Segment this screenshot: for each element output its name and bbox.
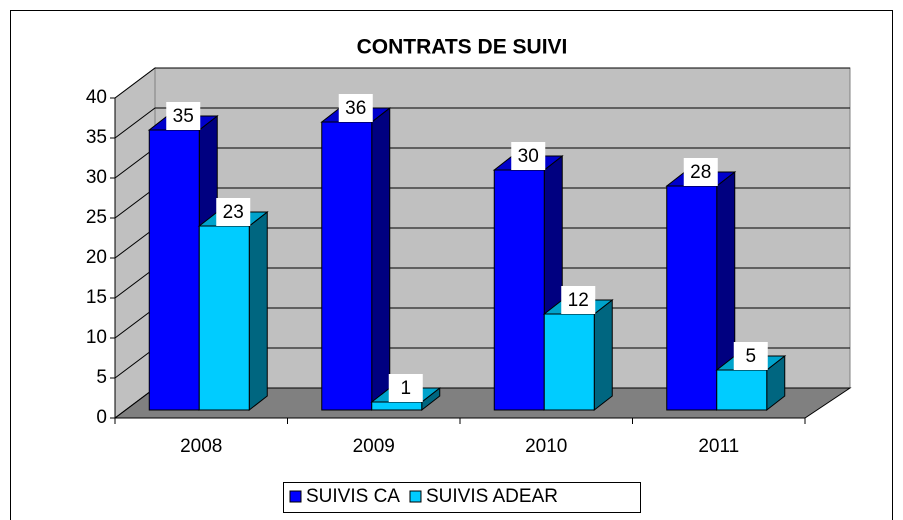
y-tick-label: 20: [86, 247, 107, 268]
data-label-box: [166, 102, 201, 130]
data-label-box: [216, 198, 251, 226]
legend-swatch: [409, 490, 422, 503]
legend-label: SUIVIS CA: [306, 486, 400, 507]
data-label: 12: [568, 290, 589, 311]
y-tick-label: 30: [86, 167, 107, 188]
data-label: 30: [518, 146, 539, 167]
data-label: 1: [400, 378, 411, 399]
y-tick-label: 25: [86, 207, 107, 228]
bar: [198, 225, 250, 411]
data-label: 5: [745, 346, 756, 367]
grid-line: [114, 107, 850, 139]
y-tick-label: 10: [86, 327, 107, 348]
bar: [148, 129, 200, 411]
bar: [666, 185, 718, 411]
legend-box: [283, 482, 641, 513]
data-label-box: [733, 342, 768, 370]
data-label-box: [561, 286, 596, 314]
bar: [543, 313, 595, 411]
x-tick-label: 2008: [180, 436, 222, 457]
data-label-box: [511, 142, 546, 170]
data-label-box: [388, 374, 423, 402]
y-tick-label: 5: [96, 367, 107, 388]
bar-side: [248, 210, 268, 412]
bar-side: [593, 298, 613, 412]
y-tick-label: 35: [86, 127, 107, 148]
y-tick-label: 0: [96, 407, 107, 428]
data-label: 28: [690, 162, 711, 183]
data-label: 23: [223, 202, 244, 223]
bar: [493, 169, 545, 411]
data-label: 36: [345, 98, 366, 119]
y-tick-label: 40: [86, 87, 107, 108]
x-tick-label: 2010: [525, 436, 567, 457]
legend-swatch: [289, 490, 302, 503]
y-tick-label: 15: [86, 287, 107, 308]
x-tick-label: 2011: [698, 436, 739, 457]
x-tick-label: 2009: [353, 436, 395, 457]
bar: [321, 121, 373, 411]
data-label-box: [683, 158, 718, 186]
bar: [716, 369, 768, 411]
data-label: 35: [173, 106, 194, 127]
bar: [371, 401, 423, 411]
chart-title: CONTRATS DE SUIVI: [357, 36, 568, 59]
grid-line: [114, 67, 850, 99]
legend-label: SUIVIS ADEAR: [426, 486, 558, 507]
data-label-box: [338, 94, 373, 122]
bar-side: [371, 106, 391, 412]
